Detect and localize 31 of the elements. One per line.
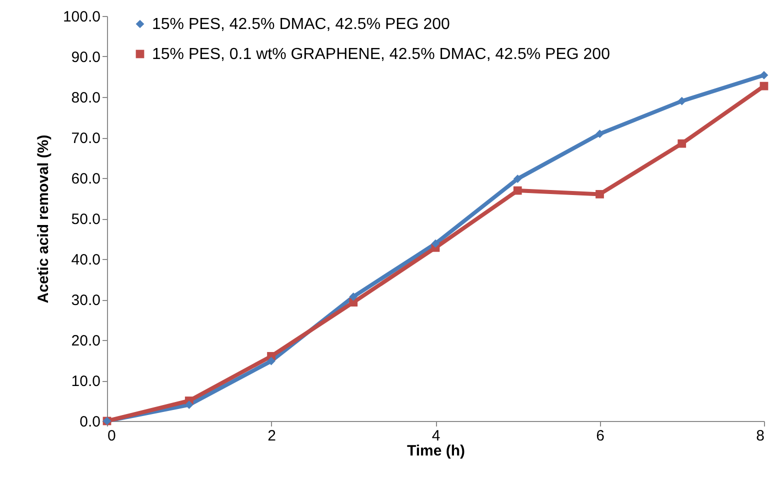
y-tick-label: 70.0: [71, 130, 100, 147]
point: [513, 186, 522, 195]
point: [678, 139, 686, 148]
point: [596, 190, 604, 198]
point: [513, 174, 522, 183]
y-tick-label: 80.0: [71, 90, 100, 106]
x-tick-label: 8: [756, 428, 764, 444]
point: [596, 130, 604, 138]
y-tick-label: 40.0: [71, 252, 100, 268]
y-axis-title: Acetic acid removal (%): [34, 134, 52, 304]
y-tick-label: 50.0: [71, 211, 100, 228]
x-tick-label: 0: [108, 428, 116, 444]
point: [349, 292, 358, 301]
y-tick-label: 20.0: [71, 332, 100, 350]
point: [760, 70, 768, 80]
y-tick-label: 30.0: [71, 292, 100, 309]
x-axis-title: Time (h): [406, 442, 466, 460]
y-tick-label: 0.0: [80, 414, 100, 430]
legend-label: 15% PES, 0.1 wt% GRAPHENE, 42.5% DMAC, 42.5% PEG 200: [152, 46, 610, 63]
x-tick-label: 2: [268, 428, 276, 444]
point: [267, 356, 276, 366]
x-tick-label: 6: [596, 428, 604, 444]
point: [184, 400, 194, 409]
legend-label: 15% PES, 42.5% DMAC, 42.5% PEG 200: [152, 16, 450, 33]
y-tick-label: 10.0: [71, 373, 100, 390]
y-tick-label: 100.0: [62, 8, 100, 26]
y-tick-label: 60.0: [71, 170, 100, 188]
x-tick-label: 4: [432, 428, 440, 444]
y-tick-label: 90.0: [71, 49, 100, 66]
point: [760, 82, 768, 90]
point: [431, 239, 440, 248]
